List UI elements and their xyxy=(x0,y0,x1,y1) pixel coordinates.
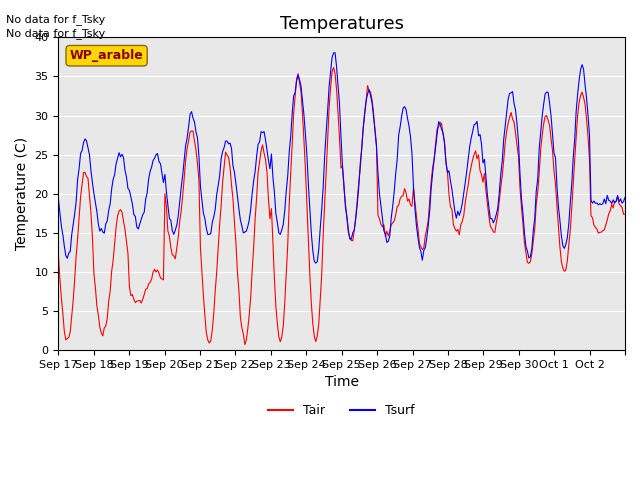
Y-axis label: Temperature (C): Temperature (C) xyxy=(15,137,29,250)
Tair xyxy=(54,252,62,258)
Tair xyxy=(621,212,629,217)
Tair xyxy=(330,65,337,71)
Tsurf xyxy=(461,180,469,186)
Legend: Tair, Tsurf: Tair, Tsurf xyxy=(264,399,420,422)
Tsurf xyxy=(92,200,99,205)
Text: No data for f_Tsky: No data for f_Tsky xyxy=(6,13,106,24)
Tsurf xyxy=(620,199,627,204)
Tair xyxy=(461,200,469,205)
Tair xyxy=(241,342,249,348)
Line: Tair: Tair xyxy=(58,68,625,345)
Text: No data for f_Tsky: No data for f_Tsky xyxy=(6,28,106,39)
Tsurf xyxy=(546,100,554,106)
Tsurf xyxy=(621,194,629,200)
Tsurf xyxy=(312,260,319,266)
Tair xyxy=(92,285,99,291)
Tair xyxy=(349,238,356,244)
Tair xyxy=(546,122,554,128)
Title: Temperatures: Temperatures xyxy=(280,15,404,33)
Tsurf xyxy=(54,196,62,202)
Tsurf xyxy=(349,230,356,236)
Line: Tsurf: Tsurf xyxy=(58,53,625,263)
Tair xyxy=(74,236,81,241)
X-axis label: Time: Time xyxy=(324,375,358,389)
Tair xyxy=(620,211,627,217)
Text: WP_arable: WP_arable xyxy=(70,49,143,62)
Tsurf xyxy=(74,176,81,182)
Tsurf xyxy=(332,50,339,56)
